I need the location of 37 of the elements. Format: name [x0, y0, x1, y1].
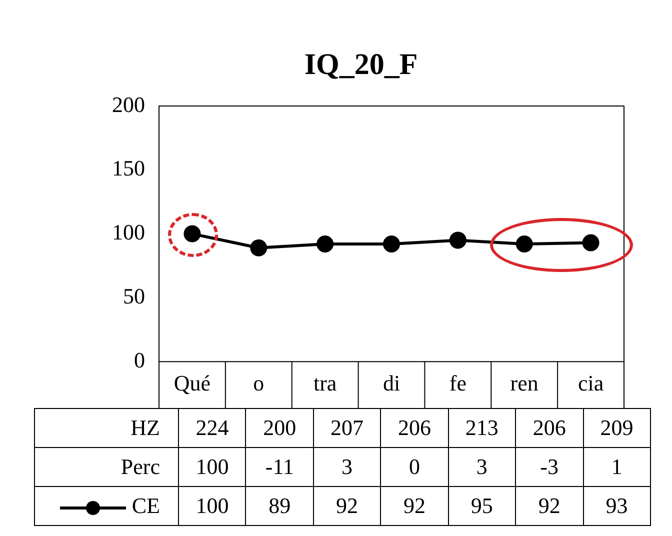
text: 206	[398, 415, 431, 440]
data-label: 92	[380, 486, 448, 526]
text: 224	[196, 415, 229, 440]
text: 209	[600, 415, 634, 440]
text: 213	[465, 415, 498, 440]
y-tick-label: 0	[134, 347, 145, 372]
y-tick-label: 200	[112, 92, 145, 117]
data-label: 89	[246, 486, 314, 526]
text: 3	[342, 454, 353, 479]
text: -11	[265, 454, 294, 479]
text: 207	[330, 415, 364, 440]
x-tick-label: o	[253, 370, 264, 396]
text: 206	[532, 415, 566, 440]
x-tick-label: fe	[449, 370, 466, 396]
data-label: 92	[516, 486, 584, 526]
data-label: 92	[313, 486, 381, 526]
chart-title: IQ_20_F	[304, 48, 418, 81]
data-label: 95	[448, 486, 516, 526]
x-tick-label: tra	[313, 370, 337, 396]
x-tick-label: Qué	[174, 370, 211, 396]
y-tick-label: 150	[112, 156, 145, 181]
y-tick-label: 50	[123, 283, 145, 308]
legend-label: CE	[132, 493, 160, 518]
legend-label: Perc	[120, 454, 160, 479]
x-tick-label: ren	[510, 370, 538, 396]
text: 200	[263, 415, 296, 440]
data-label: 100	[178, 486, 246, 526]
x-tick-label: di	[382, 370, 400, 396]
legend-label: HZ	[130, 415, 160, 440]
text: 0	[408, 454, 420, 479]
text: 100	[196, 454, 229, 479]
x-tick-label: cia	[578, 370, 604, 396]
y-tick-label: 100	[112, 220, 145, 245]
text: -3	[540, 454, 558, 479]
text: 3	[476, 454, 488, 479]
data-label: 93	[583, 486, 650, 526]
text: 1	[611, 454, 622, 479]
